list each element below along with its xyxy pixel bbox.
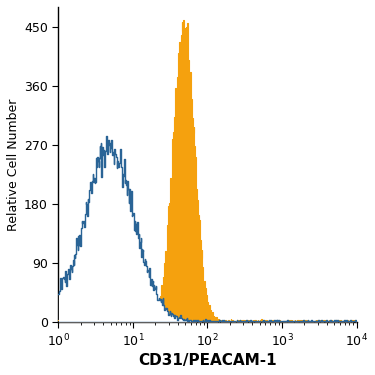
Y-axis label: Relative Cell Number: Relative Cell Number (7, 98, 20, 231)
X-axis label: CD31/PEACAM-1: CD31/PEACAM-1 (138, 353, 277, 368)
